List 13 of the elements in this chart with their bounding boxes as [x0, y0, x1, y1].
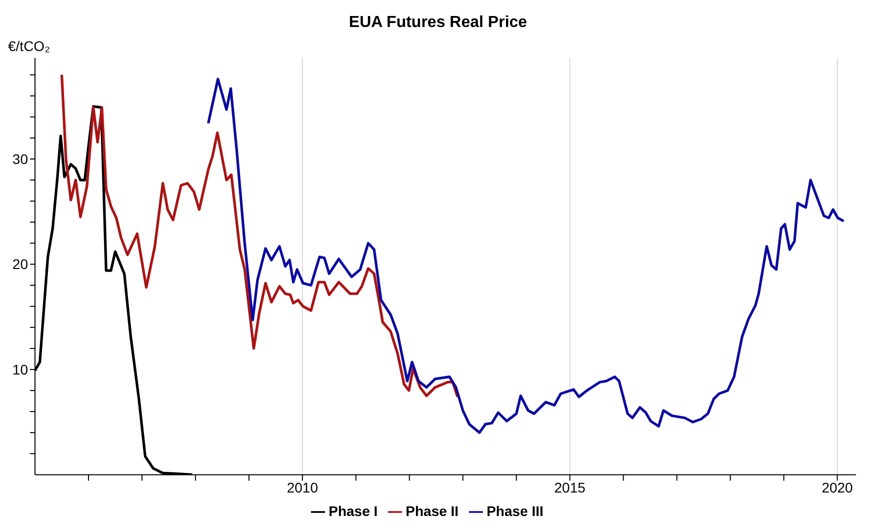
line-series: [60, 74, 459, 398]
y-tick-label: 30: [12, 150, 28, 167]
y-tick-label: 20: [12, 256, 28, 272]
chart-title: EUA Futures Real Price: [348, 14, 528, 32]
x-tick-label: 2010: [286, 480, 318, 496]
y-tick-label: 10: [12, 361, 28, 378]
legend-label: Phase III: [486, 502, 544, 519]
x-tick-label: 2020: [822, 480, 854, 496]
legend-label: Phase II: [406, 502, 459, 519]
y-axis-title: €/tCO₂: [8, 38, 50, 54]
line-series: [206, 78, 845, 434]
x-tick-label: 2015: [554, 480, 586, 496]
legend-label: Phase I: [328, 502, 378, 519]
